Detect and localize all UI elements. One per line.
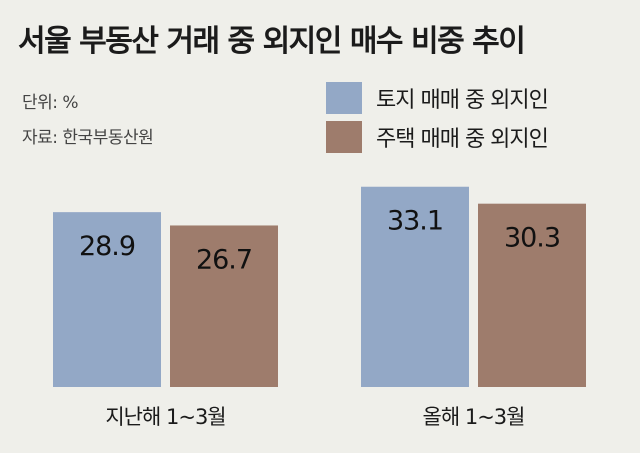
bar-housing-this-year bbox=[478, 203, 586, 387]
unit-label: 단위: % bbox=[22, 93, 79, 113]
chart-title: 서울 부동산 거래 중 외지인 매수 비중 추이 bbox=[18, 24, 526, 59]
bar-land-last-year bbox=[53, 212, 161, 387]
legend-item-housing: 주택 매매 중 외지인 bbox=[326, 121, 549, 153]
legend-label-housing: 주택 매매 중 외지인 bbox=[376, 127, 549, 152]
category-label-this-year: 올해 1~3월 bbox=[423, 405, 525, 429]
source-label: 자료: 한국부동산원 bbox=[22, 128, 154, 148]
category-label-last-year: 지난해 1~3월 bbox=[105, 405, 225, 429]
legend-item-land: 토지 매매 중 외지인 bbox=[326, 82, 549, 114]
data-label-housing-this-year: 30.3 bbox=[504, 223, 560, 254]
data-label-land-last-year: 28.9 bbox=[79, 231, 135, 262]
data-label-land-this-year: 33.1 bbox=[387, 206, 443, 237]
bar-housing-last-year bbox=[170, 225, 278, 387]
bar-land-this-year bbox=[361, 186, 469, 387]
legend-swatch-housing bbox=[326, 121, 362, 153]
legend-label-land: 토지 매매 중 외지인 bbox=[376, 88, 549, 113]
legend-swatch-land bbox=[326, 82, 362, 114]
data-label-housing-last-year: 26.7 bbox=[196, 244, 252, 275]
